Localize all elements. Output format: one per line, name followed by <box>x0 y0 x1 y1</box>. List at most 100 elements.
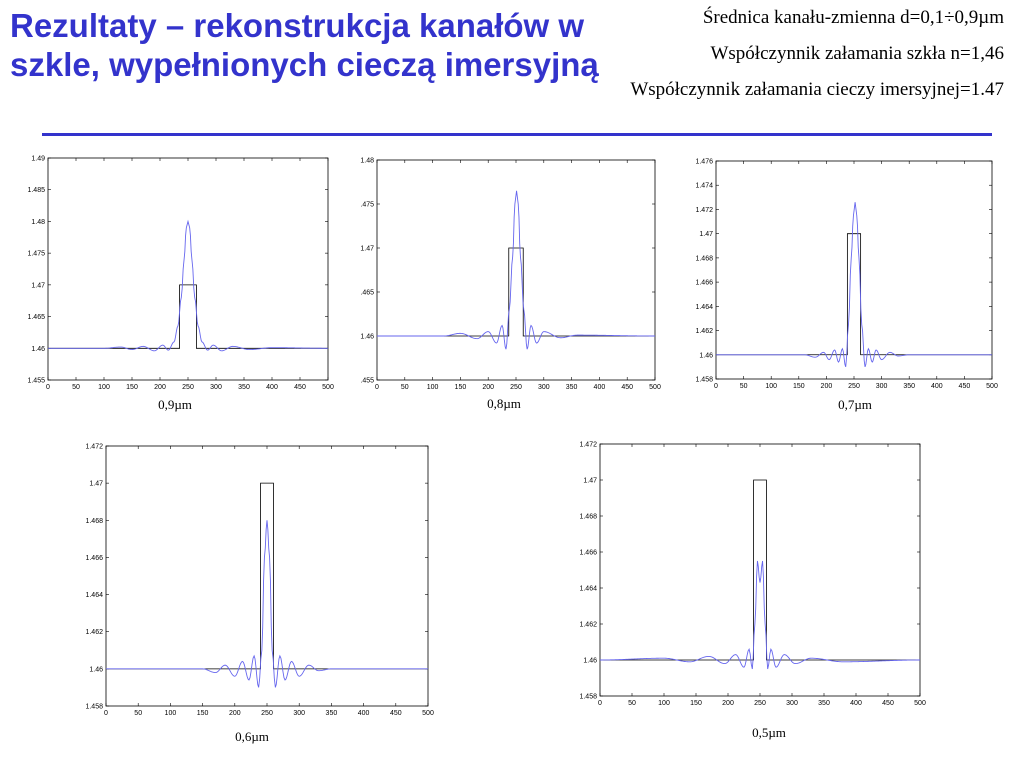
y-tick-label: 1.49 <box>31 156 45 163</box>
y-tick-label: 1.46 <box>583 658 597 665</box>
y-tick-label: 1.47 <box>583 478 597 485</box>
y-tick-label: 1.47 <box>31 282 45 289</box>
step-profile-line <box>106 482 428 670</box>
y-tick-label: 1.465 <box>27 314 45 321</box>
caption-0-8um: 0,8µm <box>487 396 521 411</box>
y-tick-label: .475 <box>360 202 374 209</box>
x-tick-label: 250 <box>754 700 766 707</box>
y-tick-label: 1.468 <box>695 255 713 262</box>
y-tick-label: 1.458 <box>579 694 597 701</box>
x-tick-label: 100 <box>658 700 670 707</box>
x-tick-label: 450 <box>882 700 894 707</box>
x-tick-label: 300 <box>293 710 305 717</box>
x-tick-label: 50 <box>72 384 80 391</box>
x-tick-label: 450 <box>959 383 971 390</box>
y-tick-label: 1.474 <box>695 183 713 190</box>
x-tick-label: 50 <box>134 710 142 717</box>
plot-frame <box>47 157 329 381</box>
x-tick-label: 500 <box>422 710 434 717</box>
x-tick-label: 250 <box>848 383 860 390</box>
y-tick-label: .455 <box>360 378 374 385</box>
y-tick-label: 1.47 <box>360 246 374 253</box>
x-tick-label: 350 <box>238 384 250 391</box>
x-tick-label: 150 <box>690 700 702 707</box>
caption-0-5um: 0,5µm <box>752 725 786 740</box>
x-tick-label: 0 <box>104 710 108 717</box>
reconstruction-line <box>106 520 428 688</box>
y-tick-label: 1.458 <box>85 704 103 711</box>
plot-0-6um: 0 50 100 150 200 250 300 350 400 450 500 1.458 1.46 1… <box>85 444 434 718</box>
x-tick-label: 400 <box>358 710 370 717</box>
x-tick-label: 100 <box>98 384 110 391</box>
y-tick-label: 1.455 <box>27 378 45 385</box>
x-tick-label: 250 <box>510 384 522 391</box>
plot-0-9um: 0 50 100 150 200 250 300 350 400 450 500 1.455 1.46 1… <box>27 156 334 392</box>
y-tick-label: 1.466 <box>579 550 597 557</box>
x-tick-label: 350 <box>818 700 830 707</box>
x-tick-label: 300 <box>876 383 888 390</box>
y-tick-label: 1.476 <box>695 159 713 166</box>
y-tick-label: 1.47 <box>699 231 713 238</box>
step-profile-line <box>377 247 655 337</box>
x-tick-label: 450 <box>621 384 633 391</box>
y-tick-label: 1.464 <box>85 592 103 599</box>
x-tick-label: 450 <box>390 710 402 717</box>
y-tick-label: 1.46 <box>89 666 103 673</box>
y-tick-label: 1.464 <box>579 586 597 593</box>
x-tick-label: 300 <box>786 700 798 707</box>
x-tick-label: 200 <box>154 384 166 391</box>
x-tick-label: 150 <box>197 710 209 717</box>
y-tick-label: 1.47 <box>89 481 103 488</box>
y-tick-label: 1.46 <box>31 346 45 353</box>
y-tick-label: 1.48 <box>360 158 374 165</box>
x-tick-label: 400 <box>266 384 278 391</box>
y-tick-label: 1.462 <box>579 622 597 629</box>
param-glass-index: Współczynnik załamania szkła n=1,46 <box>710 43 1004 64</box>
step-profile-line <box>600 479 920 661</box>
x-tick-label: 0 <box>714 383 718 390</box>
x-tick-label: 250 <box>261 710 273 717</box>
reconstruction-line <box>377 190 655 350</box>
x-tick-label: 200 <box>821 383 833 390</box>
x-tick-label: 200 <box>482 384 494 391</box>
x-tick-label: 100 <box>765 383 777 390</box>
x-tick-label: 350 <box>326 710 338 717</box>
caption-0-6um: 0,6µm <box>235 729 269 744</box>
y-tick-label: 1.462 <box>695 328 713 335</box>
y-tick-label: 1.46 <box>699 352 713 359</box>
y-tick-label: 1.472 <box>695 207 713 214</box>
y-tick-label: 1.485 <box>27 187 45 194</box>
x-tick-label: 200 <box>722 700 734 707</box>
x-tick-label: 0 <box>598 700 602 707</box>
x-tick-label: 50 <box>628 700 636 707</box>
reconstruction-line <box>600 560 920 670</box>
step-profile-line <box>48 284 328 349</box>
reconstruction-line <box>716 202 992 368</box>
y-tick-label: 1.458 <box>695 377 713 384</box>
slide-title: Rezultaty – rekonstrukcja kanałów w szkl… <box>10 7 599 83</box>
x-tick-label: 400 <box>931 383 943 390</box>
plot-0-5um: 0 50 100 150 200 250 300 350 400 450 500 1.458 1.46 1… <box>579 442 926 708</box>
x-tick-label: 400 <box>850 700 862 707</box>
plot-0-8um: 0 50 100 150 200 250 300 350 400 450 500 .455 1.46 .4… <box>360 158 661 392</box>
y-tick-label: .465 <box>360 290 374 297</box>
x-tick-label: 500 <box>649 384 661 391</box>
reconstruction-line <box>48 219 328 352</box>
y-tick-label: 1.472 <box>579 442 597 449</box>
y-tick-label: 1.468 <box>85 518 103 525</box>
y-tick-label: 1.466 <box>695 280 713 287</box>
y-tick-label: 1.468 <box>579 514 597 521</box>
x-tick-label: 400 <box>594 384 606 391</box>
plot-frame <box>715 160 993 380</box>
x-tick-label: 350 <box>903 383 915 390</box>
x-tick-label: 0 <box>375 384 379 391</box>
x-tick-label: 0 <box>46 384 50 391</box>
caption-0-9um: 0,9µm <box>158 397 192 412</box>
x-tick-label: 350 <box>566 384 578 391</box>
x-tick-label: 100 <box>165 710 177 717</box>
x-tick-label: 200 <box>229 710 241 717</box>
y-tick-label: 1.475 <box>27 251 45 258</box>
parameters-block: Średnica kanału-zmienna d=0,1÷0,9µm Wspó… <box>630 6 1004 114</box>
x-tick-label: 500 <box>322 384 334 391</box>
x-tick-label: 500 <box>914 700 926 707</box>
